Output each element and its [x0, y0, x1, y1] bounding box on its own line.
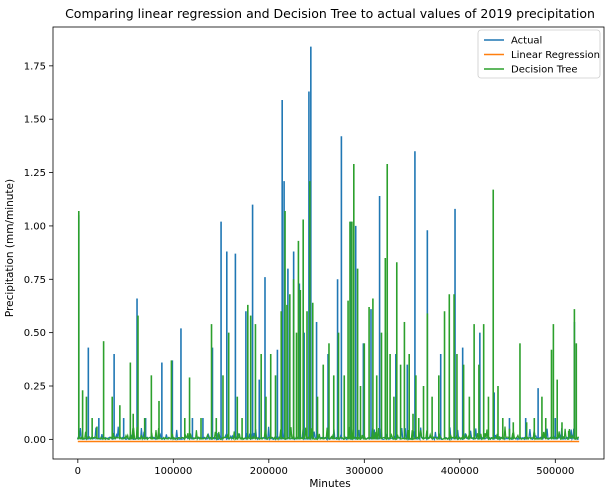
x-tick-label: 300000 — [345, 466, 383, 477]
x-tick-label: 0 — [75, 466, 81, 477]
legend-entry: Linear Regression — [511, 50, 600, 61]
legend-entry: Decision Tree — [511, 65, 578, 76]
plot-area — [77, 46, 580, 443]
chart-title: Comparing linear regression and Decision… — [65, 6, 595, 21]
series-layer — [77, 46, 580, 443]
y-tick-label: 0.75 — [24, 275, 46, 286]
axes: 0 100000 200000 300000 400000 500000 0.00 0.25 0… — [24, 26, 605, 477]
legend-entry: Actual — [511, 36, 542, 47]
y-tick-label: 0.25 — [24, 382, 46, 393]
legend: Actual Linear Regression Decision Tree — [477, 29, 601, 79]
y-axis-label: Precipitation (mm/minute) — [4, 179, 16, 317]
axes-frame — [52, 26, 605, 460]
y-tick-label: 1.25 — [24, 168, 46, 179]
legend-box — [477, 29, 601, 79]
y-tick-label: 1.75 — [24, 61, 46, 72]
y-tick-label: 1.50 — [24, 115, 46, 126]
series-decision-tree — [77, 164, 579, 442]
x-tick-label: 200000 — [250, 466, 288, 477]
x-tick-label: 400000 — [441, 466, 479, 477]
series-actual — [77, 46, 580, 442]
y-tick-label: 0.00 — [24, 435, 46, 446]
x-axis-label: Minutes — [309, 478, 350, 490]
x-tick-label: 500000 — [536, 466, 574, 477]
series-noise-line — [77, 426, 579, 442]
x-tick-label: 100000 — [154, 466, 192, 477]
y-tick-label: 0.50 — [24, 328, 46, 339]
y-tick-label: 1.00 — [24, 221, 46, 232]
